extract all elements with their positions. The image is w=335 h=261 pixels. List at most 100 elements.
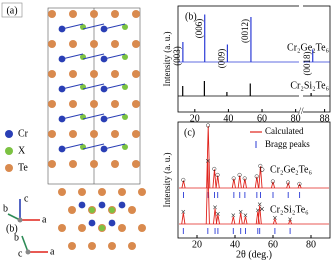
- atom: [90, 160, 98, 168]
- axis-label: b: [3, 203, 8, 214]
- legend-marker: [5, 164, 13, 172]
- bond: [82, 23, 105, 30]
- axis-label: a: [42, 214, 47, 225]
- peak: [206, 125, 211, 189]
- bond: [103, 53, 126, 60]
- peak: [254, 176, 259, 189]
- bond: [103, 143, 126, 150]
- axis-origin: [17, 217, 23, 223]
- bond: [61, 53, 84, 60]
- atom: [78, 188, 86, 196]
- peak: [213, 208, 218, 225]
- atom: [122, 24, 128, 30]
- peak: [243, 216, 248, 225]
- axis-label: c: [24, 193, 29, 204]
- atom: [88, 242, 96, 250]
- legend-label: Cr₂Si₂Te₆: [270, 204, 309, 215]
- peak-label: (0012): [240, 19, 250, 43]
- atom: [128, 242, 136, 250]
- atom: [122, 84, 128, 90]
- x-tick-label: 60: [257, 113, 267, 124]
- legend-label: Cr₂Ge₂Te₆: [270, 164, 312, 175]
- observed-marker: ○: [270, 176, 275, 186]
- atom: [132, 70, 140, 78]
- atom: [122, 144, 128, 150]
- panel-label: (a): [6, 5, 17, 16]
- atom: [108, 219, 116, 227]
- bond: [103, 23, 126, 30]
- atom: [48, 160, 56, 168]
- legend-label: X: [18, 145, 26, 156]
- x-tick-label: 88: [320, 113, 330, 124]
- axis-origin: [25, 249, 31, 255]
- y-axis-label: Intensity (a. u.): [162, 32, 172, 87]
- atom: [132, 100, 140, 108]
- atom: [48, 130, 56, 138]
- peak: [237, 175, 242, 189]
- observed-marker: ○: [205, 120, 210, 130]
- legend-marker: [5, 130, 13, 138]
- x-tick-label: 80: [306, 239, 316, 250]
- atom: [138, 224, 146, 232]
- peak: [288, 219, 293, 225]
- peak: [212, 169, 217, 189]
- atom: [109, 207, 115, 213]
- peak: [272, 217, 277, 225]
- peak: [205, 161, 210, 225]
- atom: [98, 188, 106, 196]
- observed-marker: ×: [215, 209, 220, 219]
- atom: [78, 224, 86, 232]
- atom: [69, 160, 77, 168]
- observed-marker: ×: [272, 213, 277, 223]
- atom: [122, 54, 128, 60]
- observed-marker: ×: [288, 214, 293, 224]
- observed-marker: ×: [257, 199, 262, 209]
- bond: [82, 143, 105, 150]
- observed-marker: ×: [243, 211, 248, 221]
- atom: [69, 130, 77, 138]
- atom: [69, 70, 77, 78]
- atom: [78, 201, 86, 209]
- bond: [61, 23, 84, 30]
- peak: [231, 216, 236, 225]
- peak: [215, 214, 220, 225]
- legend-label: Bragg peaks: [265, 139, 310, 149]
- atom: [111, 10, 119, 18]
- x-tick-label: 20: [192, 239, 202, 250]
- peak: [181, 212, 186, 225]
- peak: [242, 178, 247, 189]
- observed-marker: ○: [254, 171, 259, 181]
- observed-marker: ○: [212, 163, 217, 173]
- atom: [90, 40, 98, 48]
- x-tick-label: 20: [190, 113, 200, 124]
- observed-marker: ○: [237, 170, 242, 180]
- atom: [118, 201, 126, 209]
- x-axis-label: 2θ (deg.): [236, 249, 272, 260]
- atom: [88, 219, 96, 227]
- crystal-structure: [47, 7, 146, 250]
- peak: [286, 181, 291, 189]
- atom: [111, 160, 119, 168]
- legend-marker: ○: [259, 164, 265, 175]
- atom: [111, 70, 119, 78]
- atom: [68, 206, 76, 214]
- axis-label: c: [18, 248, 23, 259]
- atom: [69, 10, 77, 18]
- atom: [128, 206, 136, 214]
- legend-label: Te: [18, 162, 28, 173]
- atom: [111, 40, 119, 48]
- atom: [111, 130, 119, 138]
- x-tick-label: 40: [230, 239, 240, 250]
- observed-marker: ×: [255, 206, 260, 216]
- observed-marker: ×: [238, 207, 243, 217]
- atom: [68, 242, 76, 250]
- observed-marker: ○: [181, 175, 186, 185]
- atom: [98, 201, 106, 209]
- observed-marker: ×: [205, 156, 210, 166]
- atom: [99, 225, 105, 231]
- observed-marker: ○: [297, 178, 302, 188]
- atom: [90, 100, 98, 108]
- atom: [132, 160, 140, 168]
- legend-label: Cr: [18, 128, 29, 139]
- peak: [181, 180, 186, 189]
